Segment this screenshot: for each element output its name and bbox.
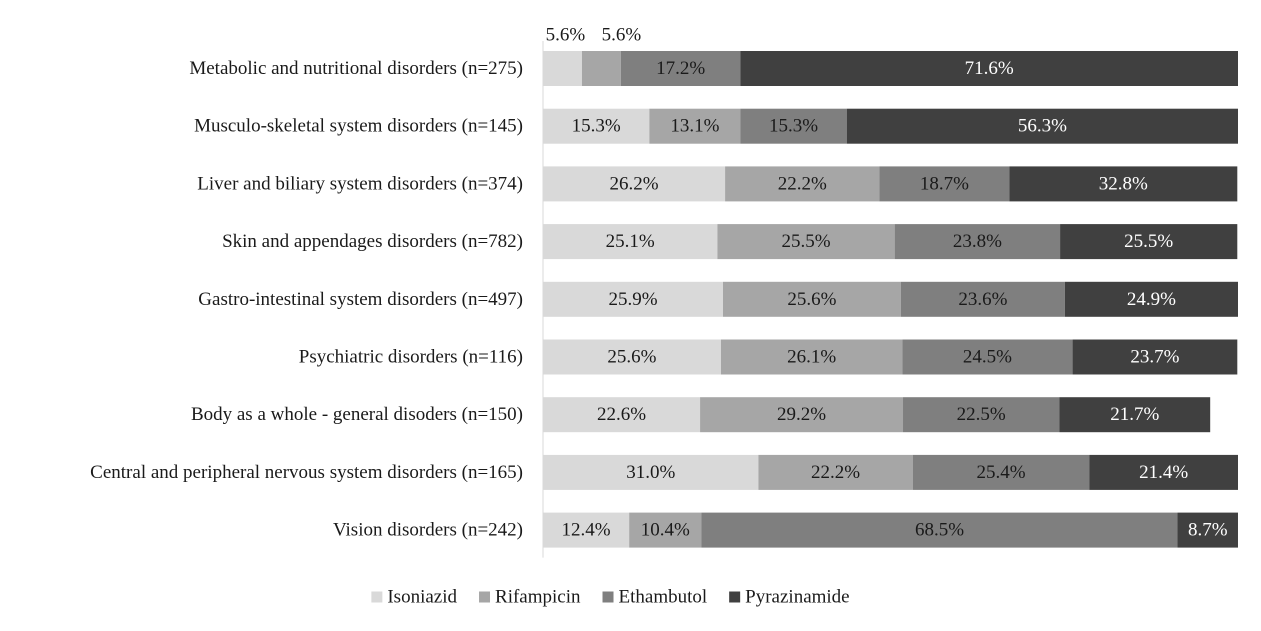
value-label: 23.6% (958, 289, 1007, 310)
value-label: 25.4% (976, 462, 1025, 483)
category-labels: Metabolic and nutritional disorders (n=2… (90, 58, 523, 541)
legend: Isoniazid Rifampicin Ethambutol Pyrazinamid… (371, 587, 850, 608)
bar-segment-ethambutol (894, 224, 1061, 260)
category-label: Central and peripheral nervous system di… (90, 462, 523, 483)
legend-label-isoniazid: Isoniazid (387, 587, 457, 608)
bar-segment-pyrazinamide (1059, 397, 1211, 433)
bar-segment-rifampicin (717, 224, 895, 260)
value-labels: 17.2% 71.6% 15.3% 13.1% 15.3% 56.3% 26.2% 22.2%… (562, 58, 1228, 541)
bar-segment-pyrazinamide (740, 51, 1238, 86)
category-label: Body as a whole - general disoders (n=15… (191, 404, 523, 425)
bar-segment-ethambutol (912, 454, 1090, 490)
bar-segment-isoniazid (543, 281, 723, 317)
value-label: 22.6% (597, 404, 646, 425)
bar-segment-rifampicin (720, 339, 903, 375)
value-label: 24.9% (1127, 289, 1176, 310)
bar-segment-rifampicin (723, 281, 901, 317)
bar-segment-rifampicin (700, 397, 904, 433)
value-label: 18.7% (920, 173, 969, 194)
value-label: 23.8% (953, 231, 1002, 252)
bars (543, 51, 1238, 548)
value-label: 32.8% (1099, 173, 1148, 194)
category-label: Metabolic and nutritional disorders (n=2… (189, 58, 523, 79)
bar-segment-pyrazinamide (1089, 454, 1238, 490)
bar-segment-pyrazinamide (1072, 339, 1238, 375)
value-label: 8.7% (1188, 520, 1228, 541)
category-label: Liver and biliary system disorders (n=37… (197, 173, 523, 194)
bar-segment-rifampicin (725, 166, 880, 202)
value-label: 68.5% (915, 520, 964, 541)
value-label: 17.2% (656, 58, 705, 79)
bar-segment-isoniazid (543, 224, 718, 260)
value-label: 31.0% (626, 462, 675, 483)
legend-label-pyrazinamide: Pyrazinamide (745, 587, 849, 608)
value-label: 15.3% (769, 116, 818, 137)
value-label: 25.5% (1124, 231, 1173, 252)
bar-segment-isoniazid (543, 51, 582, 86)
bar-segment-ethambutol (620, 51, 741, 86)
legend-swatch-rifampicin (479, 591, 491, 603)
value-label: 21.7% (1110, 404, 1159, 425)
bar-segment-rifampicin (629, 512, 702, 548)
bar-segment-pyrazinamide (846, 108, 1238, 144)
value-label: 26.1% (787, 347, 836, 368)
value-label: 24.5% (963, 347, 1012, 368)
legend-swatch-ethambutol (602, 591, 614, 603)
bar-segment-pyrazinamide (1060, 224, 1238, 260)
bar-segment-pyrazinamide (1177, 512, 1238, 548)
bar-segment-pyrazinamide (1009, 166, 1238, 202)
value-label: 29.2% (777, 404, 826, 425)
category-label: Musculo-skeletal system disorders (n=145… (194, 116, 523, 137)
category-label: Psychiatric disorders (n=116) (299, 347, 523, 368)
legend-label-rifampicin: Rifampicin (495, 587, 581, 608)
value-label: 12.4% (562, 520, 611, 541)
bar-segment-ethambutol (740, 108, 847, 144)
category-label: Vision disorders (n=242) (333, 520, 523, 541)
value-label: 13.1% (670, 116, 719, 137)
value-label: 15.3% (572, 116, 621, 137)
bar-segment-isoniazid (543, 397, 701, 433)
value-label: 25.6% (607, 347, 656, 368)
bar-segment-ethambutol (902, 339, 1073, 375)
bar-segment-pyrazinamide (1064, 281, 1238, 317)
bar-segment-isoniazid (543, 108, 650, 144)
category-label: Skin and appendages disorders (n=782) (222, 231, 523, 252)
value-label: 25.9% (608, 289, 657, 310)
bar-segment-ethambutol (900, 281, 1065, 317)
bar-segment-isoniazid (543, 166, 726, 202)
value-label: 26.2% (610, 173, 659, 194)
bar-segment-rifampicin (758, 454, 913, 490)
category-label: Gastro-intestinal system disorders (n=49… (198, 289, 523, 310)
value-label: 21.4% (1139, 462, 1188, 483)
value-label: 10.4% (641, 520, 690, 541)
bar-segment-ethambutol (903, 397, 1060, 433)
annotations: 5.6% 5.6% (546, 25, 642, 46)
value-label: 23.7% (1130, 347, 1179, 368)
annotation-label: 5.6% (602, 25, 642, 46)
bar-segment-isoniazid (543, 339, 721, 375)
bar-segment-rifampicin (581, 51, 621, 86)
legend-swatch-isoniazid (371, 591, 383, 603)
bar-segment-rifampicin (649, 108, 741, 144)
value-label: 25.5% (782, 231, 831, 252)
bar-segment-ethambutol (701, 512, 1178, 548)
value-label: 22.2% (811, 462, 860, 483)
legend-swatch-pyrazinamide (729, 591, 741, 603)
annotation-label: 5.6% (546, 25, 586, 46)
legend-label-ethambutol: Ethambutol (619, 587, 708, 608)
bar-segment-isoniazid (543, 454, 759, 490)
value-label: 25.1% (606, 231, 655, 252)
bar-segment-isoniazid (543, 512, 630, 548)
value-label: 22.2% (778, 173, 827, 194)
value-label: 71.6% (965, 58, 1014, 79)
value-label: 56.3% (1018, 116, 1067, 137)
bar-segment-ethambutol (879, 166, 1010, 202)
value-label: 22.5% (957, 404, 1006, 425)
value-label: 25.6% (787, 289, 836, 310)
